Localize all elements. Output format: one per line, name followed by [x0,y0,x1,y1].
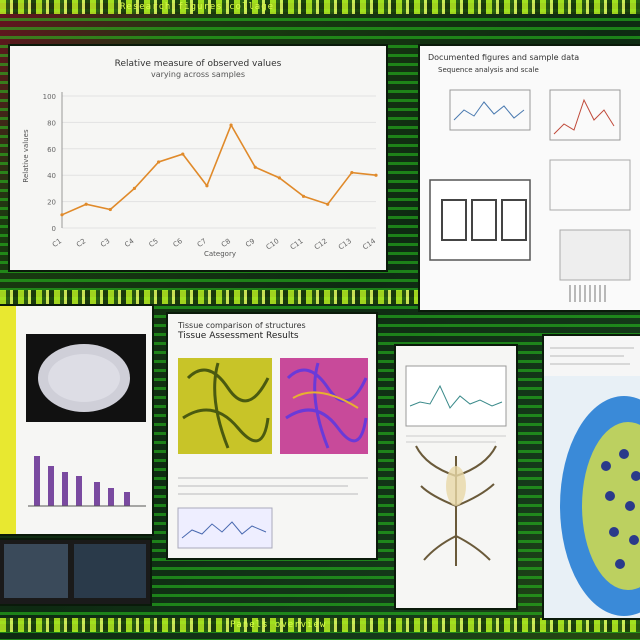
doc-fig-line-1 [453,101,525,121]
document-figures [429,89,631,302]
y-tick-label: 0 [52,225,56,233]
tissue-panel: Tissue comparison of structures Tissue A… [168,314,376,558]
x-tick-label: C12 [313,237,329,251]
y-tick-label: 80 [47,119,56,127]
x-tick-label: C7 [196,237,208,249]
chart-xlabel: Category [204,250,236,258]
cell-panel-side-strip [0,306,16,534]
tissue-title-line2: Tissue Assessment Results [178,331,299,341]
tissue-title-line1: Tissue comparison of structures [178,321,306,330]
x-tick-label: C9 [244,237,256,249]
data-point [60,213,64,217]
header-strip-text: Research figures collage [120,2,275,12]
data-point [181,152,185,156]
chart-ylabel: Relative values [22,129,30,183]
x-tick-label: C8 [220,237,232,249]
top-band [0,0,640,14]
x-tick-label: C6 [172,237,185,249]
tissue-figures [177,358,368,549]
doc-fig-frame [429,179,531,261]
data-point [350,170,354,175]
x-tick-label: C3 [99,237,111,249]
doc-fig-shape-1 [441,199,467,241]
doc-fig-box-2 [549,89,621,141]
data-point [84,202,88,206]
chart-title-line2: varying across samples [151,70,245,79]
bar-group [34,456,130,506]
data-point [205,184,209,188]
neuron-figures [405,365,507,566]
data-point [157,160,161,164]
data-point [108,207,112,212]
thumbnail-2 [74,544,146,598]
doc-fig-box-3 [549,159,631,211]
footer-strip-text: Panels overview [230,620,327,630]
data-point [374,173,378,177]
doc-subheading: Sequence analysis and scale [438,66,539,74]
x-tick-label: C11 [289,237,305,251]
x-tick-label: C10 [265,237,281,251]
data-point [229,123,233,127]
chart-title-line1: Relative measure of observed values [115,59,282,69]
doc-fig-shape-2 [471,199,497,241]
cell-panel [0,306,152,534]
x-tick-label: C1 [51,237,63,249]
data-point [277,176,281,180]
blue-cell-panel [544,336,640,618]
data-point [301,194,306,198]
thumbnail-strip [0,540,150,604]
tissue-text-lines [178,477,368,495]
x-tick-label: C14 [361,237,377,252]
doc-fig-box-4 [559,229,631,281]
cell-figures [0,306,146,534]
data-point [132,186,137,190]
neuron-drawing [415,445,497,566]
neuron-panel [396,346,516,608]
main-chart-panel: Relative measure of observed values vary… [10,46,386,270]
signal-plot-frame [405,365,507,427]
doc-fig-barcode [569,285,606,302]
bottom-band [0,618,640,632]
document-panel: Documented figures and sample data Seque… [420,46,640,310]
data-point [326,202,330,206]
x-tick-label: C4 [123,237,136,249]
doc-fig-line-2 [553,98,615,135]
data-point [253,165,257,169]
x-tick-label: C5 [148,237,160,249]
doc-fig-box-1 [449,89,531,131]
line-chart: Relative measure of observed values vary… [22,59,378,258]
y-tick-label: 60 [47,146,56,154]
y-tick-label: 40 [47,172,56,180]
y-tick-label: 20 [47,199,56,207]
series-line [61,123,377,216]
doc-fig-shape-3 [501,199,527,241]
signal-line [409,384,503,409]
x-tick-label: C13 [337,237,353,251]
x-tick-label: C2 [75,237,87,249]
blue-cell-figure [544,336,640,616]
doc-heading: Documented figures and sample data [428,53,580,62]
y-tick-label: 100 [43,93,56,101]
thumbnail-1 [4,544,68,598]
